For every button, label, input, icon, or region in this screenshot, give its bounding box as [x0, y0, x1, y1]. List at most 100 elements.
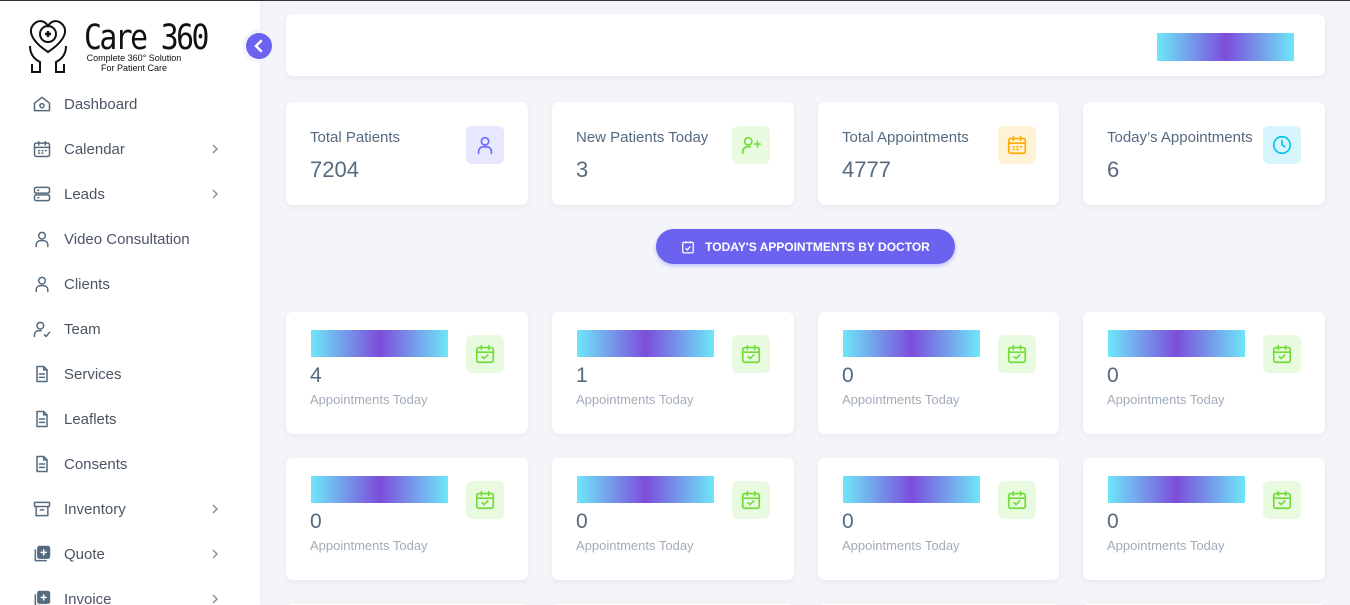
sidebar-toggle[interactable] — [242, 29, 276, 63]
doctor-card: 0 Appointments Today — [818, 312, 1059, 434]
doctor-card: 1 Appointments Today — [552, 312, 794, 434]
icon — [1007, 344, 1027, 364]
doctor-icon — [466, 481, 504, 519]
nav-item[interactable]: Consents — [26, 444, 246, 484]
doctor-card: n0Appointments Today — [1083, 458, 1325, 580]
stat-title: Total Patients — [310, 129, 401, 146]
redacted-doctor-name — [577, 330, 714, 357]
icon — [35, 276, 49, 293]
icon — [475, 490, 495, 510]
nav-label: Consents — [64, 455, 128, 473]
stat-title: New Patients Today — [576, 129, 709, 146]
stat-value: 4777 — [842, 157, 891, 182]
nav-label: Team — [64, 320, 101, 338]
redacted-doctor-name — [843, 476, 980, 503]
nav-label: Services — [64, 365, 122, 383]
appointment-label: Appointments Today — [310, 538, 428, 553]
icon — [34, 590, 51, 605]
appointment-label: Appointments Today — [842, 538, 960, 553]
nav-item[interactable]: Leaflets — [26, 399, 246, 439]
stat-title: Today’s Appointments — [1107, 129, 1253, 146]
icon — [477, 136, 493, 155]
doctor-icon — [732, 335, 770, 373]
submenu-chevron — [204, 591, 232, 605]
icon — [33, 140, 51, 158]
appointment-count: 0 — [310, 510, 322, 533]
icon — [475, 344, 495, 364]
nav-item[interactable]: Invoice — [26, 579, 246, 605]
appointment-count: 0 — [842, 510, 854, 533]
nav-item[interactable]: Team — [26, 309, 246, 349]
icon — [1272, 490, 1292, 510]
brand-name: Care 360 — [84, 18, 209, 58]
icon — [741, 344, 761, 364]
appointment-count: 0 — [1107, 364, 1119, 387]
redacted-doctor-name — [843, 330, 980, 357]
appointment-label: Appointments Today — [1107, 538, 1225, 553]
nav-label: Video Consultation — [64, 230, 190, 248]
nav-label: Leaflets — [64, 410, 117, 428]
nav-label: Dashboard — [64, 95, 138, 113]
redacted-user — [1157, 33, 1294, 61]
nav-item[interactable]: Dashboard — [26, 84, 246, 124]
nav-item[interactable]: Quote — [26, 534, 246, 574]
doctor-card: 0 Appointments Today — [1083, 312, 1325, 434]
doctor-icon — [466, 335, 504, 373]
doctor-icon — [1263, 335, 1301, 373]
doctor-icon — [1263, 481, 1301, 519]
appointment-count: 4 — [310, 364, 322, 387]
redacted-doctor-name — [1108, 330, 1245, 357]
stat-value: 3 — [576, 157, 589, 182]
nav-label: Calendar — [64, 140, 125, 158]
appointment-count: 1 — [576, 364, 588, 387]
appointment-label: Appointments Today — [576, 538, 694, 553]
sidebar: Care 360 Complete 360° Solution For Pati… — [0, 1, 260, 605]
stat-card: Total Patients 7204 — [286, 102, 528, 205]
nav-item[interactable]: Video Consultation — [26, 219, 246, 259]
submenu-chevron — [204, 501, 232, 518]
appointment-count: 0 — [842, 364, 854, 387]
doctor-card: 4 Appointments Today — [286, 312, 528, 434]
doctor-card: 0 Appointments Today — [818, 458, 1059, 580]
submenu-chevron — [204, 186, 232, 203]
icon — [35, 231, 49, 248]
nav-item[interactable]: Inventory — [26, 489, 246, 529]
appointment-label: Appointments Today — [842, 392, 960, 407]
appointment-label: Appointments Today — [576, 392, 694, 407]
appointment-count: 0 — [576, 510, 588, 533]
icon — [1007, 135, 1027, 155]
nav-item[interactable]: Services — [26, 354, 246, 394]
doctor-icon — [998, 335, 1036, 373]
nav-item[interactable]: Calendar — [26, 129, 246, 169]
nav-item[interactable]: Clients — [26, 264, 246, 304]
stat-icon — [732, 126, 770, 164]
appointment-label: Appointments Today — [1107, 392, 1225, 407]
stat-icon — [466, 126, 504, 164]
appointment-count: 0 — [1107, 510, 1119, 533]
redacted-doctor-name — [1108, 476, 1245, 503]
icon — [1272, 344, 1292, 364]
doctor-card: 0 Appointments Today — [552, 458, 794, 580]
icon — [36, 455, 48, 473]
nav-item[interactable]: Leads — [26, 174, 246, 214]
redacted-doctor-name — [311, 330, 448, 357]
redacted-doctor-name — [311, 476, 448, 503]
nav-label: Quote — [64, 545, 105, 563]
section-button[interactable]: TODAY'S APPOINTMENTS BY DOCTOR — [656, 229, 955, 264]
stat-icon — [1263, 126, 1301, 164]
stat-card: New Patients Today 3 — [552, 102, 794, 205]
icon — [1007, 490, 1027, 510]
submenu-chevron — [204, 141, 232, 158]
stat-card: Today’s Appointments 6 — [1083, 102, 1325, 205]
submenu-chevron — [204, 546, 232, 563]
doctor-card: 0 Appointments Today — [286, 458, 528, 580]
stat-value: 7204 — [310, 157, 359, 182]
nav-label: Clients — [64, 275, 110, 293]
icon — [741, 490, 761, 510]
icon — [36, 410, 48, 428]
stat-value: 6 — [1107, 157, 1120, 182]
icon — [34, 545, 51, 562]
icon — [36, 365, 48, 383]
icon — [33, 186, 51, 202]
